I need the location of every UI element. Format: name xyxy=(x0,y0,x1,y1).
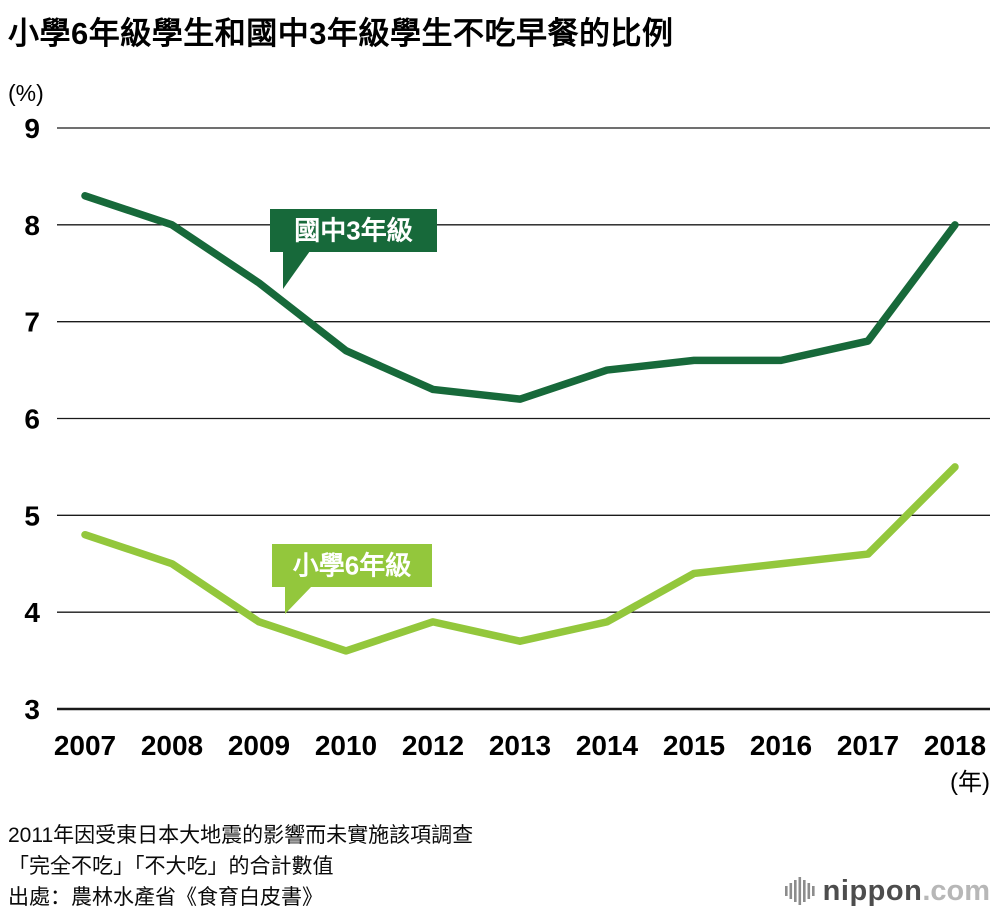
logo-tld: .com xyxy=(922,874,990,907)
series-label-pointer xyxy=(285,586,312,614)
x-tick-label: 2018 xyxy=(924,730,986,761)
x-tick-label: 2007 xyxy=(54,730,116,761)
x-tick-label: 2015 xyxy=(663,730,725,761)
y-tick-label: 6 xyxy=(24,404,40,435)
series-label-pointer xyxy=(283,251,310,289)
x-tick-label: 2014 xyxy=(576,730,639,761)
series-line-0 xyxy=(81,192,959,403)
footnote-line: 「完全不吃」「不大吃」的合計數值 xyxy=(8,855,334,878)
y-tick-label: 3 xyxy=(24,694,40,725)
x-tick-label: 2010 xyxy=(315,730,377,761)
y-axis-unit-label: (%) xyxy=(8,80,44,106)
x-axis-unit-label: (年) xyxy=(950,769,990,796)
x-tick-label: 2009 xyxy=(228,730,290,761)
x-tick-label: 2012 xyxy=(402,730,464,761)
series-label-text: 國中3年級 xyxy=(294,216,412,246)
series-label-box xyxy=(272,544,432,587)
footnote-line: 2011年因受東日本大地震的影響而未實施該項調查 xyxy=(8,824,474,847)
series-line-1 xyxy=(81,463,959,655)
y-tick-label: 4 xyxy=(24,597,40,628)
footnote-line: 出處：農林水產省《食育白皮書》 xyxy=(8,886,323,909)
series-label-box xyxy=(270,209,437,252)
y-tick-label: 7 xyxy=(24,307,40,338)
y-tick-label: 5 xyxy=(24,500,40,531)
x-tick-label: 2016 xyxy=(750,730,812,761)
equalizer-bars-icon xyxy=(784,877,815,905)
x-tick-label: 2017 xyxy=(837,730,899,761)
logo-wordmark: nippon .com xyxy=(823,875,990,908)
y-tick-label: 8 xyxy=(24,210,40,241)
x-tick-label: 2008 xyxy=(141,730,203,761)
series-label-text: 小學6年級 xyxy=(293,551,411,581)
x-tick-label: 2013 xyxy=(489,730,551,761)
chart-title: 小學6年級學生和國中3年級學生不吃早餐的比例 xyxy=(8,16,674,51)
logo-name: nippon xyxy=(822,874,923,907)
footnotes: 2011年因受東日本大地震的影響而未實施該項調查 「完全不吃」「不大吃」的合計數… xyxy=(8,820,473,913)
y-tick-label: 9 xyxy=(24,113,40,144)
nippon-logo: nippon .com xyxy=(784,874,990,908)
